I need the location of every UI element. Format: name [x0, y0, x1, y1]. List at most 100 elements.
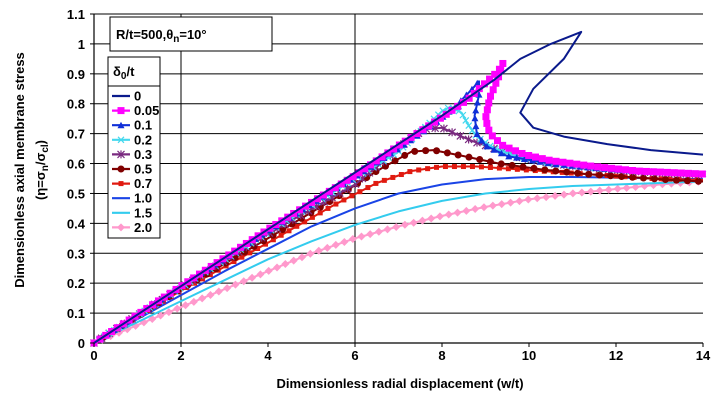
- series-marker: [206, 290, 215, 299]
- series-marker: [409, 218, 418, 227]
- series-marker: [372, 157, 380, 165]
- y-tick-label: 0.2: [67, 276, 85, 291]
- series-marker: [367, 161, 375, 169]
- series-marker: [294, 223, 300, 229]
- series-marker: [472, 122, 480, 130]
- series-marker: [613, 184, 622, 193]
- series-marker: [289, 256, 298, 265]
- series-marker: [469, 164, 475, 170]
- y-axis-title-line2: (η=σn/σcl): [33, 140, 51, 200]
- tick-labels: 0 2 4 6 8 10 12 1400.10.20.30.40.50.60.70.80.91…: [67, 7, 711, 363]
- series-marker: [585, 170, 593, 178]
- series-marker: [431, 118, 439, 126]
- series-marker: [383, 225, 392, 234]
- series-marker: [314, 246, 323, 255]
- series-marker: [442, 110, 450, 118]
- x-tick-label: 8: [438, 348, 445, 363]
- series-marker: [340, 237, 349, 246]
- series-marker: [309, 214, 315, 220]
- series-line: [93, 30, 704, 344]
- series-marker: [444, 210, 453, 219]
- series-marker: [325, 187, 333, 195]
- series-marker: [443, 149, 451, 157]
- legend-entry: 1.5: [112, 205, 152, 220]
- series-layer: [90, 30, 707, 347]
- series-marker: [390, 174, 396, 180]
- series-marker: [639, 174, 647, 182]
- series-marker: [223, 284, 232, 293]
- y-tick-label: 0.7: [67, 127, 85, 142]
- series-marker: [475, 85, 483, 93]
- x-tick-label: 10: [522, 348, 536, 363]
- series-marker: [486, 92, 494, 100]
- series-marker: [281, 260, 290, 269]
- series-marker: [465, 94, 473, 102]
- series-line: [93, 180, 704, 344]
- series-marker: [515, 197, 524, 206]
- series-marker: [302, 219, 308, 225]
- y-tick-label: 0.8: [67, 97, 85, 112]
- series-marker: [361, 165, 369, 173]
- series-marker: [286, 228, 292, 234]
- series-marker: [357, 189, 363, 195]
- series-marker: [442, 164, 448, 170]
- legend-label: 0.05: [134, 103, 159, 118]
- legend-label: 0.1: [134, 118, 152, 133]
- series-marker: [419, 126, 427, 134]
- series-marker: [156, 311, 165, 320]
- series-marker: [489, 86, 497, 94]
- series-marker: [483, 142, 491, 150]
- y-tick-label: 0.9: [67, 67, 85, 82]
- series-marker: [672, 176, 680, 184]
- series-marker: [594, 163, 602, 171]
- series-marker: [384, 149, 392, 157]
- series-marker: [418, 216, 427, 225]
- series-marker: [670, 169, 678, 177]
- series-marker: [574, 169, 582, 177]
- series-marker: [349, 173, 357, 181]
- series-marker: [306, 249, 315, 258]
- series-marker: [264, 266, 273, 275]
- series-marker: [373, 180, 379, 186]
- legend-label: 1.5: [134, 205, 152, 220]
- series-marker: [497, 200, 506, 209]
- series-marker: [319, 191, 327, 199]
- series-marker: [302, 202, 310, 210]
- series-marker: [656, 168, 664, 176]
- series-marker: [239, 254, 245, 260]
- series-marker: [374, 227, 383, 236]
- series-marker: [523, 167, 529, 173]
- series-marker: [464, 135, 473, 144]
- series-marker: [214, 287, 223, 296]
- x-tick-label: 14: [696, 348, 711, 363]
- series-marker: [117, 223, 125, 232]
- series-marker: [604, 185, 613, 194]
- series-marker: [401, 137, 409, 145]
- series-marker: [454, 151, 462, 159]
- series-marker: [487, 164, 493, 170]
- series-marker: [473, 98, 481, 106]
- series-marker: [465, 153, 473, 161]
- legend-entry: 0.7: [112, 176, 152, 191]
- series-marker: [566, 159, 574, 167]
- series-marker: [117, 107, 125, 115]
- series-marker: [473, 130, 481, 137]
- series-marker: [480, 80, 488, 88]
- series-marker: [491, 70, 499, 78]
- series-marker: [497, 160, 505, 168]
- series-marker: [490, 146, 498, 153]
- series-marker: [189, 297, 198, 306]
- series-marker: [683, 177, 691, 185]
- series-marker: [448, 106, 456, 114]
- series-marker: [465, 122, 473, 130]
- series-marker: [462, 206, 471, 215]
- legend-title: δ0/t: [113, 64, 135, 82]
- y-tick-label: 0.1: [67, 306, 85, 321]
- series-marker: [580, 161, 588, 169]
- series-marker: [596, 171, 604, 179]
- series-marker: [493, 137, 501, 145]
- legend-entries: 00.050.10.20.30.50.71.01.52.0: [112, 89, 159, 235]
- axes: [93, 14, 703, 344]
- series-marker: [454, 102, 462, 110]
- series-marker: [577, 188, 586, 197]
